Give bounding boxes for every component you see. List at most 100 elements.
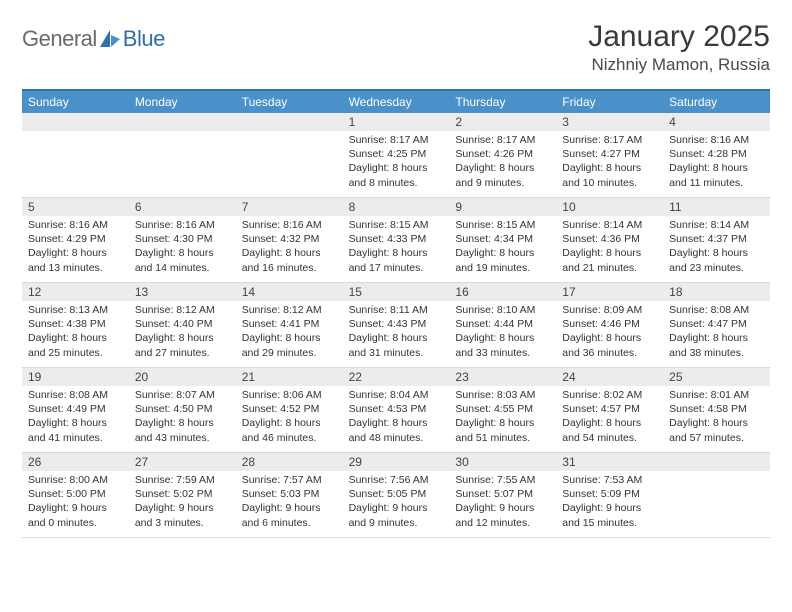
day-number: 29 (343, 453, 450, 471)
day-details: Sunrise: 8:02 AMSunset: 4:57 PMDaylight:… (556, 386, 663, 451)
day-cell: 5Sunrise: 8:16 AMSunset: 4:29 PMDaylight… (22, 198, 129, 282)
location-subtitle: Nizhniy Mamon, Russia (588, 55, 770, 75)
weekday-header-cell: Sunday (22, 91, 129, 113)
day-number (129, 113, 236, 131)
day-cell: 16Sunrise: 8:10 AMSunset: 4:44 PMDayligh… (449, 283, 556, 367)
day-cell: 27Sunrise: 7:59 AMSunset: 5:02 PMDayligh… (129, 453, 236, 537)
day-number: 31 (556, 453, 663, 471)
week-row: 1Sunrise: 8:17 AMSunset: 4:25 PMDaylight… (22, 113, 770, 197)
week-row: 5Sunrise: 8:16 AMSunset: 4:29 PMDaylight… (22, 197, 770, 282)
day-cell: 15Sunrise: 8:11 AMSunset: 4:43 PMDayligh… (343, 283, 450, 367)
day-details: Sunrise: 8:10 AMSunset: 4:44 PMDaylight:… (449, 301, 556, 366)
calendar-grid: SundayMondayTuesdayWednesdayThursdayFrid… (22, 89, 770, 538)
day-details: Sunrise: 8:00 AMSunset: 5:00 PMDaylight:… (22, 471, 129, 536)
calendar-page: General Blue January 2025 Nizhniy Mamon,… (0, 0, 792, 558)
day-cell: 3Sunrise: 8:17 AMSunset: 4:27 PMDaylight… (556, 113, 663, 197)
day-details: Sunrise: 8:07 AMSunset: 4:50 PMDaylight:… (129, 386, 236, 451)
day-number: 21 (236, 368, 343, 386)
day-cell: 4Sunrise: 8:16 AMSunset: 4:28 PMDaylight… (663, 113, 770, 197)
day-cell: 2Sunrise: 8:17 AMSunset: 4:26 PMDaylight… (449, 113, 556, 197)
day-cell: 29Sunrise: 7:56 AMSunset: 5:05 PMDayligh… (343, 453, 450, 537)
week-row: 12Sunrise: 8:13 AMSunset: 4:38 PMDayligh… (22, 282, 770, 367)
day-details: Sunrise: 8:08 AMSunset: 4:49 PMDaylight:… (22, 386, 129, 451)
brand-logo: General Blue (22, 26, 165, 52)
day-details: Sunrise: 8:08 AMSunset: 4:47 PMDaylight:… (663, 301, 770, 366)
day-number: 30 (449, 453, 556, 471)
day-number: 6 (129, 198, 236, 216)
day-number: 5 (22, 198, 129, 216)
day-details: Sunrise: 8:17 AMSunset: 4:26 PMDaylight:… (449, 131, 556, 196)
day-number: 24 (556, 368, 663, 386)
day-number (663, 453, 770, 471)
day-number: 16 (449, 283, 556, 301)
day-number: 23 (449, 368, 556, 386)
day-details: Sunrise: 7:55 AMSunset: 5:07 PMDaylight:… (449, 471, 556, 536)
day-cell: 31Sunrise: 7:53 AMSunset: 5:09 PMDayligh… (556, 453, 663, 537)
day-number: 7 (236, 198, 343, 216)
day-cell: 9Sunrise: 8:15 AMSunset: 4:34 PMDaylight… (449, 198, 556, 282)
day-cell: 24Sunrise: 8:02 AMSunset: 4:57 PMDayligh… (556, 368, 663, 452)
page-header: General Blue January 2025 Nizhniy Mamon,… (22, 20, 770, 75)
day-details: Sunrise: 8:12 AMSunset: 4:41 PMDaylight:… (236, 301, 343, 366)
day-number: 26 (22, 453, 129, 471)
day-number: 18 (663, 283, 770, 301)
day-details: Sunrise: 8:16 AMSunset: 4:28 PMDaylight:… (663, 131, 770, 196)
day-number: 20 (129, 368, 236, 386)
day-details: Sunrise: 8:16 AMSunset: 4:29 PMDaylight:… (22, 216, 129, 281)
day-cell: 6Sunrise: 8:16 AMSunset: 4:30 PMDaylight… (129, 198, 236, 282)
day-number: 19 (22, 368, 129, 386)
day-number: 11 (663, 198, 770, 216)
day-number: 8 (343, 198, 450, 216)
day-cell: 7Sunrise: 8:16 AMSunset: 4:32 PMDaylight… (236, 198, 343, 282)
day-details: Sunrise: 8:16 AMSunset: 4:32 PMDaylight:… (236, 216, 343, 281)
day-details: Sunrise: 8:14 AMSunset: 4:37 PMDaylight:… (663, 216, 770, 281)
weekday-header-row: SundayMondayTuesdayWednesdayThursdayFrid… (22, 91, 770, 113)
day-number: 28 (236, 453, 343, 471)
day-details: Sunrise: 8:17 AMSunset: 4:27 PMDaylight:… (556, 131, 663, 196)
day-number: 17 (556, 283, 663, 301)
day-number: 27 (129, 453, 236, 471)
month-title: January 2025 (588, 20, 770, 53)
day-number: 13 (129, 283, 236, 301)
day-cell: 18Sunrise: 8:08 AMSunset: 4:47 PMDayligh… (663, 283, 770, 367)
day-cell (129, 113, 236, 197)
day-details: Sunrise: 8:09 AMSunset: 4:46 PMDaylight:… (556, 301, 663, 366)
day-cell: 12Sunrise: 8:13 AMSunset: 4:38 PMDayligh… (22, 283, 129, 367)
day-cell (236, 113, 343, 197)
day-details: Sunrise: 8:03 AMSunset: 4:55 PMDaylight:… (449, 386, 556, 451)
day-cell: 23Sunrise: 8:03 AMSunset: 4:55 PMDayligh… (449, 368, 556, 452)
day-number (22, 113, 129, 131)
day-cell: 28Sunrise: 7:57 AMSunset: 5:03 PMDayligh… (236, 453, 343, 537)
brand-word-2: Blue (123, 26, 165, 52)
day-cell: 13Sunrise: 8:12 AMSunset: 4:40 PMDayligh… (129, 283, 236, 367)
day-cell: 30Sunrise: 7:55 AMSunset: 5:07 PMDayligh… (449, 453, 556, 537)
day-cell: 21Sunrise: 8:06 AMSunset: 4:52 PMDayligh… (236, 368, 343, 452)
weekday-header-cell: Friday (556, 91, 663, 113)
day-details: Sunrise: 8:14 AMSunset: 4:36 PMDaylight:… (556, 216, 663, 281)
day-details: Sunrise: 8:15 AMSunset: 4:33 PMDaylight:… (343, 216, 450, 281)
day-cell: 11Sunrise: 8:14 AMSunset: 4:37 PMDayligh… (663, 198, 770, 282)
day-number: 22 (343, 368, 450, 386)
weeks-container: 1Sunrise: 8:17 AMSunset: 4:25 PMDaylight… (22, 113, 770, 537)
brand-word-1: General (22, 26, 97, 52)
week-row: 26Sunrise: 8:00 AMSunset: 5:00 PMDayligh… (22, 452, 770, 537)
day-number: 25 (663, 368, 770, 386)
weekday-header-cell: Monday (129, 91, 236, 113)
day-number: 10 (556, 198, 663, 216)
day-cell: 10Sunrise: 8:14 AMSunset: 4:36 PMDayligh… (556, 198, 663, 282)
day-cell: 25Sunrise: 8:01 AMSunset: 4:58 PMDayligh… (663, 368, 770, 452)
day-details: Sunrise: 8:11 AMSunset: 4:43 PMDaylight:… (343, 301, 450, 366)
day-details: Sunrise: 8:12 AMSunset: 4:40 PMDaylight:… (129, 301, 236, 366)
day-details: Sunrise: 8:04 AMSunset: 4:53 PMDaylight:… (343, 386, 450, 451)
day-cell: 20Sunrise: 8:07 AMSunset: 4:50 PMDayligh… (129, 368, 236, 452)
day-cell (663, 453, 770, 537)
day-cell: 17Sunrise: 8:09 AMSunset: 4:46 PMDayligh… (556, 283, 663, 367)
day-details: Sunrise: 7:56 AMSunset: 5:05 PMDaylight:… (343, 471, 450, 536)
day-cell: 19Sunrise: 8:08 AMSunset: 4:49 PMDayligh… (22, 368, 129, 452)
day-details: Sunrise: 8:01 AMSunset: 4:58 PMDaylight:… (663, 386, 770, 451)
day-details: Sunrise: 8:16 AMSunset: 4:30 PMDaylight:… (129, 216, 236, 281)
weekday-header-cell: Wednesday (343, 91, 450, 113)
day-details: Sunrise: 7:57 AMSunset: 5:03 PMDaylight:… (236, 471, 343, 536)
weekday-header-cell: Saturday (663, 91, 770, 113)
day-details: Sunrise: 8:15 AMSunset: 4:34 PMDaylight:… (449, 216, 556, 281)
